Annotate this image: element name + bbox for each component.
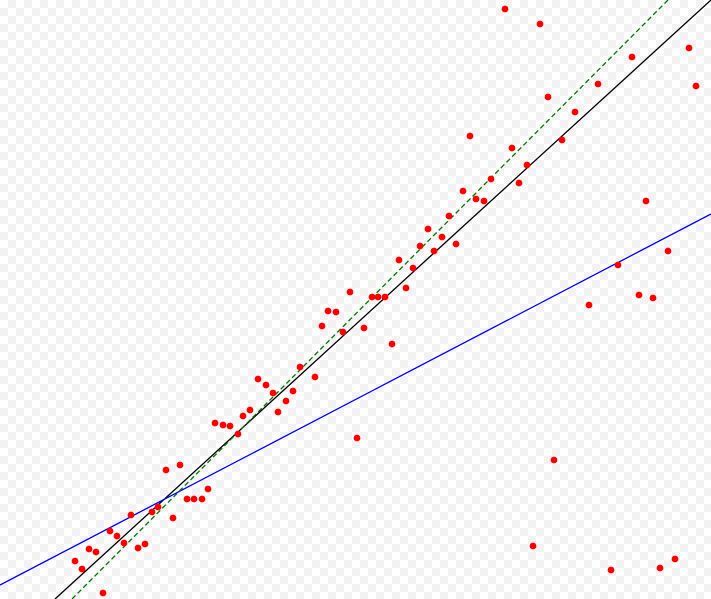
data-point xyxy=(536,20,544,28)
data-point xyxy=(558,136,566,144)
data-point xyxy=(402,284,410,292)
data-point xyxy=(550,456,558,464)
data-point xyxy=(183,495,191,503)
data-point xyxy=(162,466,170,474)
data-point xyxy=(515,179,523,187)
data-point xyxy=(472,195,480,203)
data-point xyxy=(614,261,622,269)
data-point xyxy=(296,363,304,371)
data-point xyxy=(176,461,184,469)
data-point xyxy=(438,233,446,241)
data-point xyxy=(635,291,643,299)
data-point xyxy=(282,397,290,405)
data-point xyxy=(529,542,537,550)
data-point xyxy=(594,80,602,88)
data-point xyxy=(642,197,650,205)
data-point xyxy=(523,161,531,169)
fit-line-2 xyxy=(0,213,711,586)
data-point xyxy=(508,144,516,152)
data-point xyxy=(127,511,135,519)
data-point xyxy=(346,288,354,296)
data-point xyxy=(219,421,227,429)
data-point xyxy=(246,406,254,414)
data-point xyxy=(169,514,177,522)
data-point xyxy=(113,532,121,540)
fit-line-3 xyxy=(71,0,669,599)
data-point xyxy=(311,373,319,381)
data-point xyxy=(395,256,403,264)
data-point xyxy=(134,544,142,552)
data-point xyxy=(254,375,262,383)
data-point xyxy=(71,557,79,565)
data-point xyxy=(374,293,382,301)
data-point xyxy=(239,412,247,420)
data-point xyxy=(360,324,368,332)
data-point xyxy=(388,340,396,348)
data-point xyxy=(671,555,679,563)
data-point xyxy=(656,564,664,572)
data-point xyxy=(452,240,460,248)
data-point xyxy=(424,225,432,233)
data-point xyxy=(571,108,579,116)
data-point xyxy=(480,197,488,205)
data-point xyxy=(148,508,156,516)
data-point xyxy=(445,212,453,220)
data-point xyxy=(339,328,347,336)
data-point xyxy=(409,264,417,272)
data-point xyxy=(274,408,282,416)
data-point xyxy=(226,422,234,430)
data-point xyxy=(318,322,326,330)
data-point xyxy=(332,308,340,316)
data-point xyxy=(649,294,657,302)
data-point xyxy=(685,44,693,52)
data-point xyxy=(585,301,593,309)
data-point xyxy=(198,495,206,503)
data-point xyxy=(78,565,86,573)
data-point xyxy=(544,93,552,101)
data-point xyxy=(430,247,438,255)
data-point xyxy=(466,132,474,140)
data-point xyxy=(324,307,332,315)
data-point xyxy=(459,187,467,195)
data-point xyxy=(99,589,107,597)
data-point xyxy=(289,387,297,395)
data-point xyxy=(92,548,100,556)
data-point xyxy=(141,540,149,548)
data-point xyxy=(234,430,242,438)
data-point xyxy=(381,293,389,301)
data-point xyxy=(154,503,162,511)
data-point xyxy=(353,434,361,442)
data-point xyxy=(487,175,495,183)
data-point xyxy=(120,539,128,547)
data-point xyxy=(85,545,93,553)
data-point xyxy=(692,82,700,90)
data-point xyxy=(269,389,277,397)
data-point xyxy=(628,53,636,61)
data-point xyxy=(501,5,509,13)
data-point xyxy=(607,566,615,574)
data-point xyxy=(368,293,376,301)
data-point xyxy=(211,419,219,427)
data-point xyxy=(190,495,198,503)
data-point xyxy=(262,381,270,389)
data-points xyxy=(71,5,700,597)
data-point xyxy=(664,247,672,255)
data-point xyxy=(204,485,212,493)
data-point xyxy=(416,242,424,250)
data-point xyxy=(106,527,114,535)
